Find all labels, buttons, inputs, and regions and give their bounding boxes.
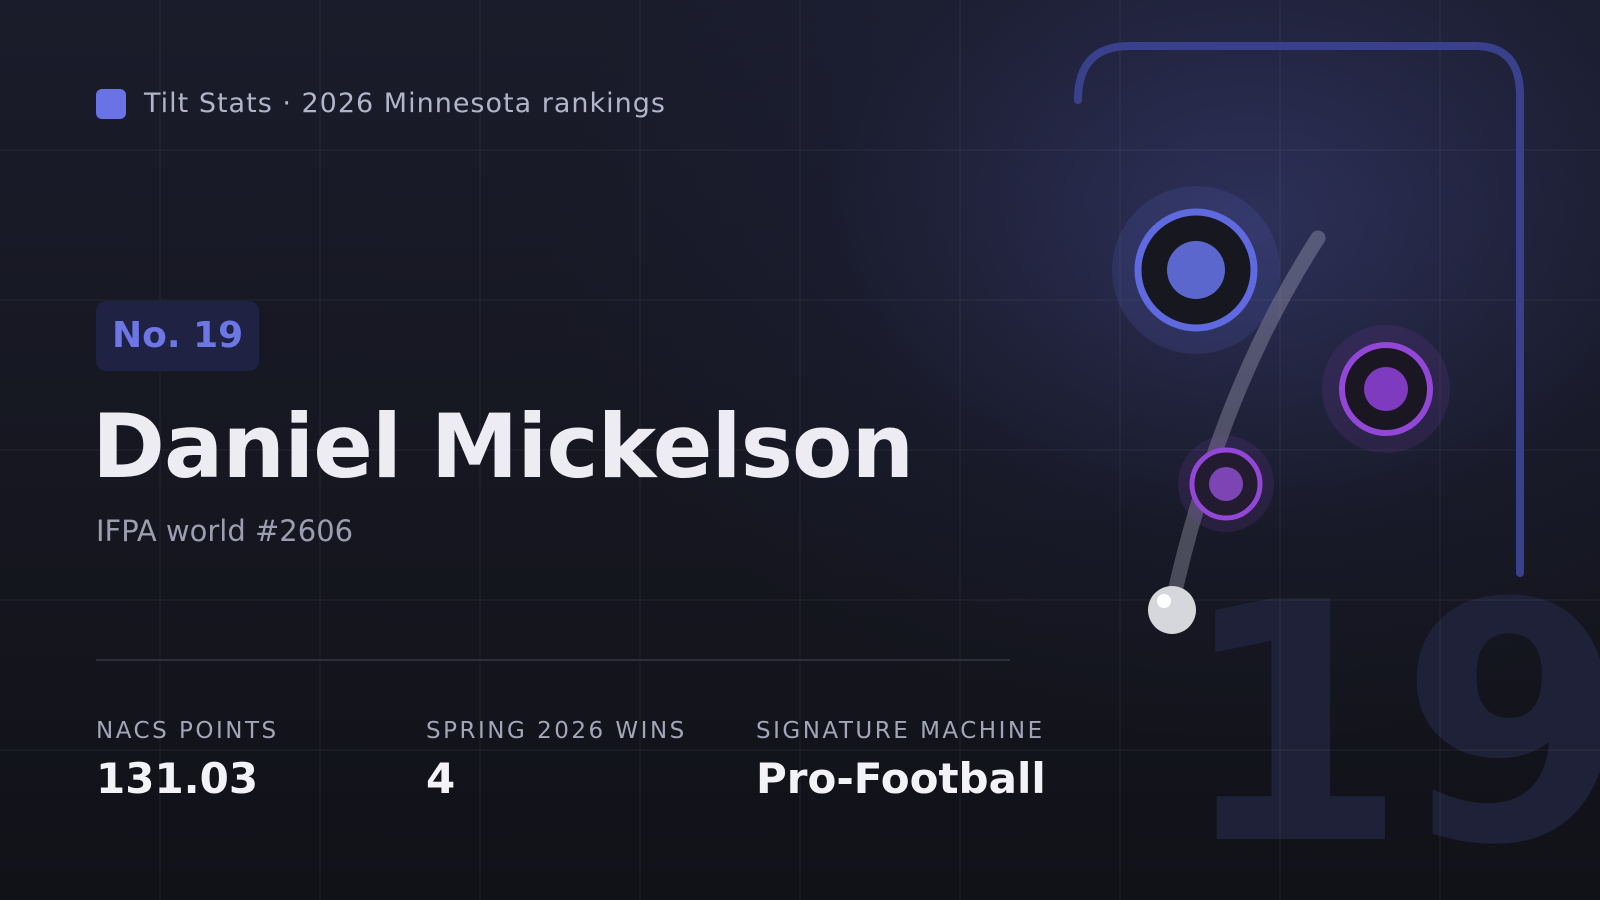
bumper bbox=[1322, 325, 1450, 453]
rank-watermark: 19 bbox=[1178, 533, 1600, 900]
stat-value: Pro-Football bbox=[756, 754, 1046, 803]
stat-value: 131.03 bbox=[96, 754, 259, 803]
brand-text: Tilt Stats · 2026 Minnesota rankings bbox=[144, 88, 666, 119]
player-name: Daniel Mickelson bbox=[92, 395, 914, 498]
rank-badge: No. 19 bbox=[96, 301, 260, 371]
brand: Tilt Stats · 2026 Minnesota rankings bbox=[96, 88, 666, 119]
ball-trail bbox=[1165, 230, 1326, 608]
stat-label: SIGNATURE MACHINE bbox=[756, 718, 1045, 744]
player-subtitle: IFPA world #2606 bbox=[96, 514, 354, 548]
pinball-highlight bbox=[1157, 594, 1171, 608]
pinball bbox=[1148, 586, 1196, 634]
stat-value: 4 bbox=[426, 754, 456, 803]
stat: SIGNATURE MACHINE Pro-Football bbox=[756, 718, 1046, 803]
stat: NACS POINTS 131.03 bbox=[96, 718, 279, 803]
brand-logo bbox=[96, 88, 126, 119]
divider bbox=[96, 659, 1010, 661]
playfield-rail bbox=[1074, 42, 1524, 577]
bumper bbox=[1112, 186, 1280, 354]
stat: SPRING 2026 WINS 4 bbox=[426, 718, 687, 803]
bumper bbox=[1178, 436, 1274, 532]
stat-label: SPRING 2026 WINS bbox=[426, 718, 687, 744]
stat-label: NACS POINTS bbox=[96, 718, 279, 744]
